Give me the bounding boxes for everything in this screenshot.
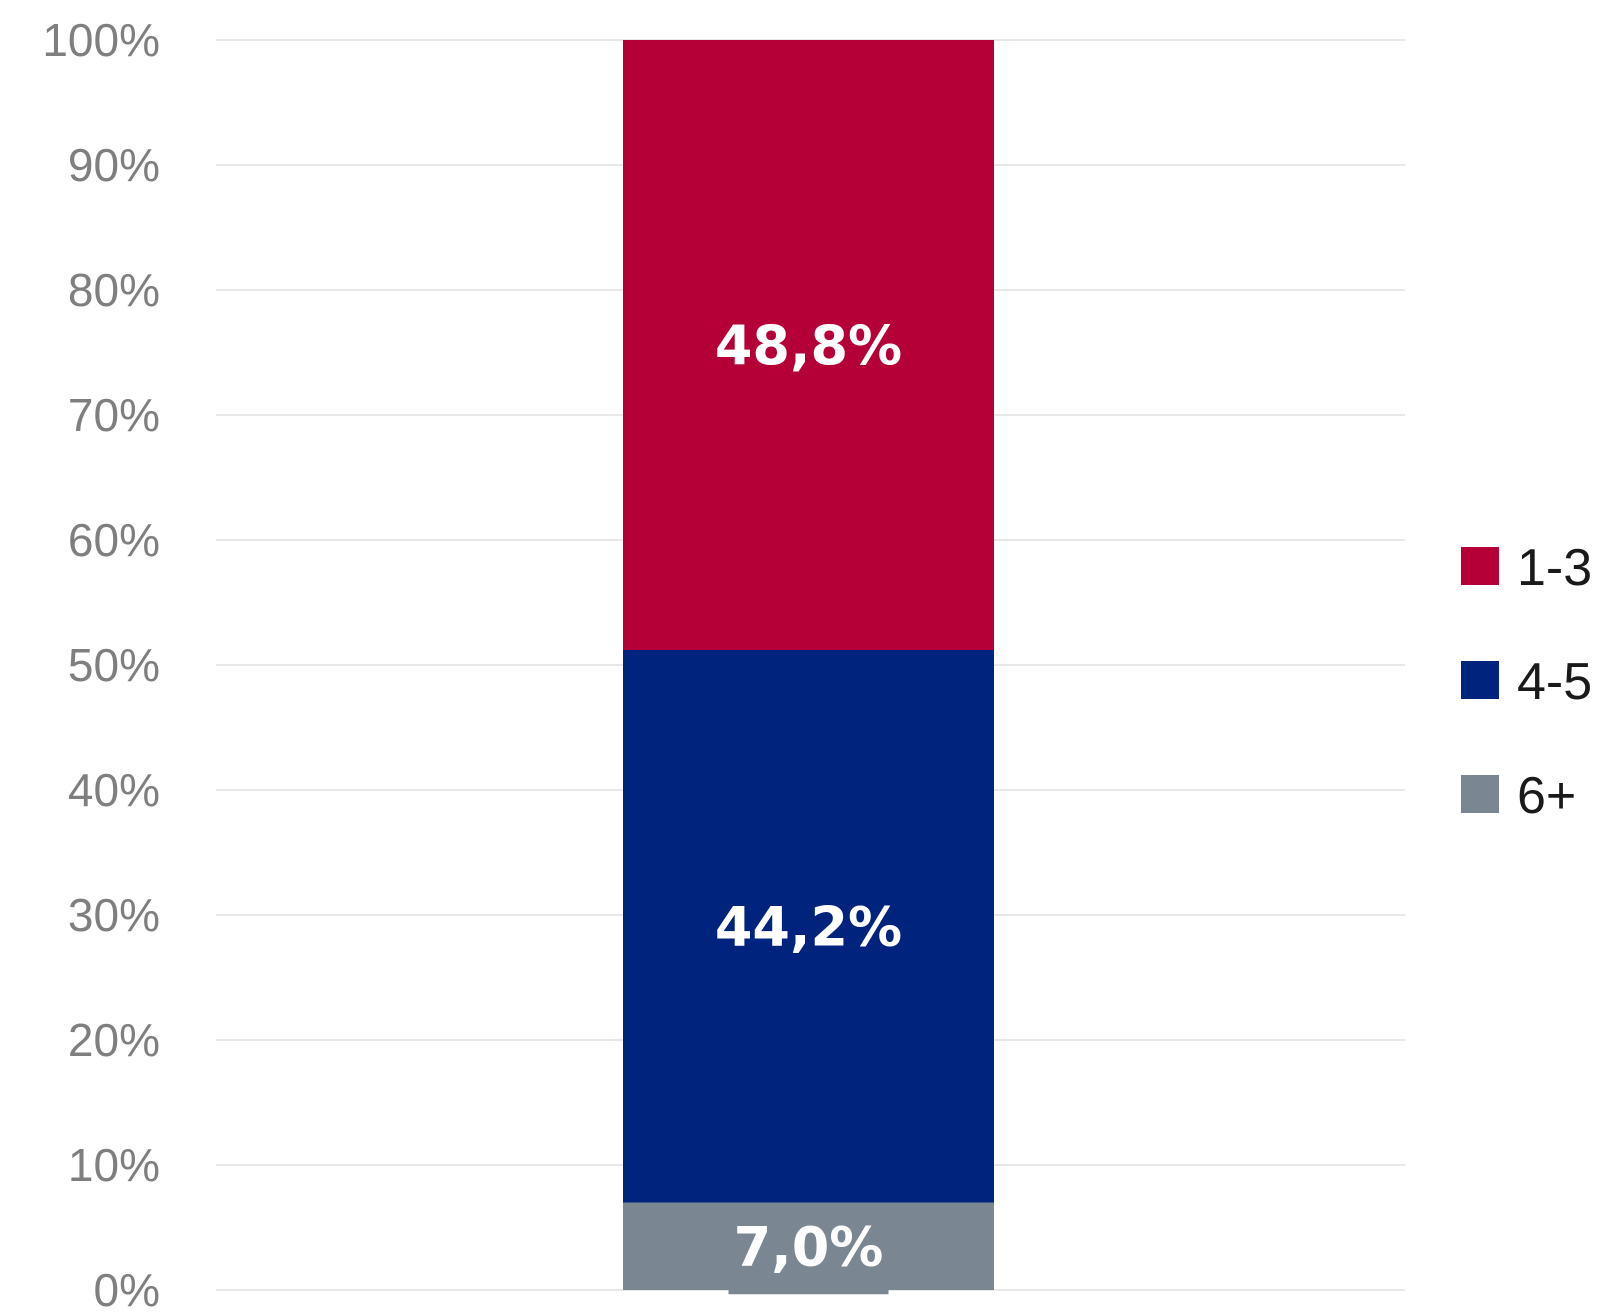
- legend-label-1-3: 1-3: [1517, 539, 1592, 597]
- data-label-1-3: 48,8%: [715, 314, 902, 377]
- stacked-bar: [623, 40, 994, 1290]
- data-label-4-5: 44,2%: [715, 895, 902, 958]
- legend-swatch-6+: [1461, 775, 1499, 813]
- bar-segment-4-5: [623, 650, 994, 1203]
- legend-label-6+: 6+: [1517, 767, 1576, 825]
- y-tick-label: 80%: [68, 264, 160, 316]
- legend-swatch-1-3: [1461, 547, 1499, 585]
- legend-swatch-4-5: [1461, 661, 1499, 699]
- y-tick-label: 0%: [94, 1264, 160, 1312]
- y-tick-label: 40%: [68, 764, 160, 816]
- y-tick-label: 20%: [68, 1014, 160, 1066]
- data-labels: 7,0% 44,2% 48,8%: [715, 314, 902, 1295]
- legend-label-4-5: 4-5: [1517, 653, 1592, 711]
- y-tick-label: 30%: [68, 889, 160, 941]
- y-tick-label: 50%: [68, 639, 160, 691]
- y-axis-tick-labels: 0% 10% 20% 30% 40% 50% 60% 70% 80% 90% 100%: [42, 14, 160, 1312]
- y-tick-label: 10%: [68, 1139, 160, 1191]
- y-tick-label: 60%: [68, 514, 160, 566]
- y-tick-label: 70%: [68, 389, 160, 441]
- bar-segment-1-3: [623, 40, 994, 650]
- y-tick-label: 90%: [68, 139, 160, 191]
- data-label-6+: 7,0%: [734, 1215, 884, 1278]
- legend: 1-3 4-5 6+: [1461, 539, 1592, 825]
- y-tick-label: 100%: [42, 14, 160, 66]
- data-label-background: [728, 1206, 889, 1295]
